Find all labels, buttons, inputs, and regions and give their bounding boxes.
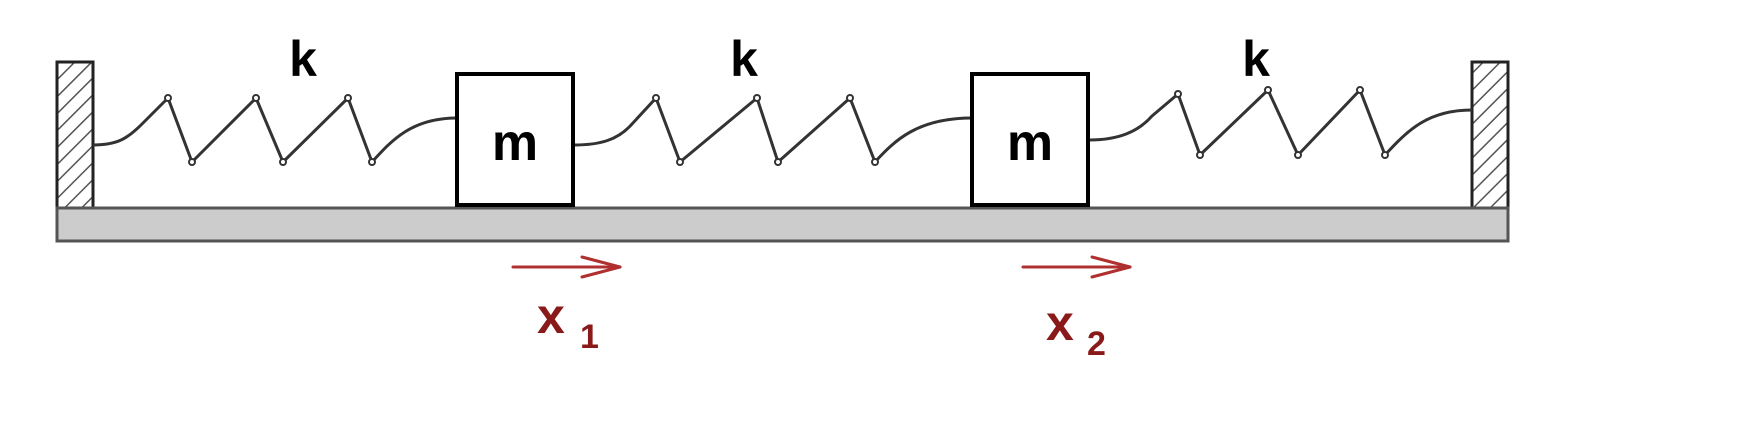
displacement-label-1: x <box>537 288 565 344</box>
mass-box-1 <box>455 72 575 207</box>
spring-middle <box>573 96 973 164</box>
displacement-label-2: x <box>1046 295 1074 351</box>
displacement-arrow-1 <box>511 255 622 279</box>
right-wall <box>1470 60 1510 210</box>
mass-label-2: m <box>1007 114 1053 172</box>
left-wall <box>55 60 95 210</box>
spring-label-2: k <box>730 31 758 87</box>
spring-label-1: k <box>289 31 317 87</box>
displacement-arrow-2 <box>1021 255 1132 279</box>
mass-box-2 <box>970 72 1090 207</box>
spring-left <box>92 96 458 164</box>
spring-right <box>1088 88 1473 157</box>
spring-joints <box>164 86 1389 166</box>
displacement-subscript-1: 1 <box>580 318 599 356</box>
spring-label-3: k <box>1242 31 1270 87</box>
mass-label-1: m <box>492 114 538 172</box>
floor <box>55 206 1510 243</box>
displacement-subscript-2: 2 <box>1087 325 1106 363</box>
